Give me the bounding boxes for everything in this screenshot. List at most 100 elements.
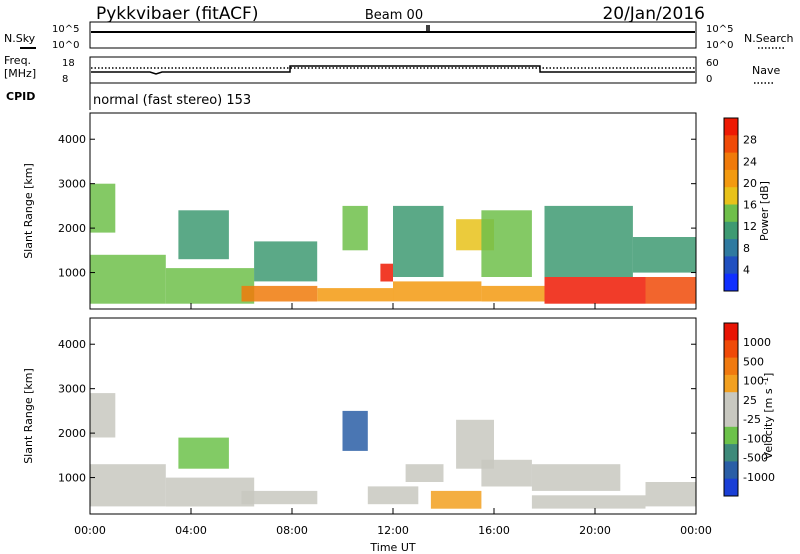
velocity-colorbar-tick: 25 — [743, 394, 757, 407]
velocity-panel: 1000 2000 3000 4000 Slant Range [km] 1000 50… — [22, 303, 775, 554]
power-colorbar-tick: 28 — [743, 134, 757, 147]
velocity-cell — [165, 477, 255, 507]
velocity-colorbar-tick: 500 — [743, 355, 764, 368]
power-ytick-label: 2000 — [58, 222, 86, 235]
velocity-cbar-label-tail: ] — [762, 373, 775, 377]
power-cell — [317, 288, 394, 302]
velocity-cbar-label: Velocity [m s -1] — [761, 373, 775, 460]
time-xlabel: Time UT — [369, 541, 415, 554]
freq-nave-panel: Freq. [MHz] 18 8 Nave 60 0 CPID normal (… — [4, 54, 780, 110]
power-colorbar-swatch — [724, 256, 738, 275]
velocity-cell — [531, 495, 646, 509]
velocity-ytick-label: 2000 — [58, 427, 86, 440]
velocity-colorbar-swatch — [724, 392, 738, 410]
nsky-tick-high: 10^5 — [52, 24, 79, 35]
velocity-cell — [481, 459, 532, 487]
velocity-colorbar-tick: -1000 — [743, 471, 775, 484]
velocity-colorbar-swatch — [724, 374, 738, 393]
velocity-ylabel: Slant Range [km] — [22, 368, 35, 464]
velocity-colorbar-swatch — [724, 409, 738, 428]
power-colorbar-swatch — [724, 273, 738, 292]
velocity-cell — [367, 486, 419, 505]
velocity-colorbar-swatch — [724, 426, 738, 445]
velocity-colorbar-tick: -100 — [743, 432, 768, 445]
velocity-ytick-label: 4000 — [58, 338, 86, 351]
time-xtick-label: 04:00 — [175, 524, 207, 537]
power-colorbar-tick: 4 — [743, 263, 750, 276]
velocity-colorbar-tick: 100 — [743, 375, 764, 388]
time-xtick-label: 08:00 — [276, 524, 308, 537]
power-cell — [178, 210, 229, 260]
power-y-axis: 1000 2000 3000 4000 — [58, 133, 696, 280]
velocity-cbar-label-text: Velocity [m s — [762, 388, 775, 459]
nave-tick-high: 60 — [706, 58, 719, 69]
power-colorbar-swatch — [724, 118, 738, 136]
power-cell — [90, 254, 166, 304]
beam-label: Beam 00 — [365, 8, 423, 23]
date-label: 20/Jan/2016 — [602, 4, 705, 24]
power-colorbar-swatch — [724, 135, 738, 154]
freq-trace — [91, 65, 695, 75]
velocity-cell — [90, 393, 116, 438]
power-cell — [90, 183, 116, 233]
time-x-axis: 00:00 04:00 08:00 12:00 16:00 20:00 00:00 — [74, 303, 712, 537]
power-colorbar-tick: 12 — [743, 220, 757, 233]
power-cell — [393, 281, 482, 302]
velocity-cell — [241, 490, 318, 505]
cpid-value: normal (fast stereo) 153 — [93, 93, 251, 108]
time-xtick-label: 16:00 — [478, 524, 510, 537]
power-colorbar-tick: 16 — [743, 199, 757, 212]
velocity-colorbar-tick: -500 — [743, 452, 768, 465]
velocity-colorbar-tick: -25 — [743, 413, 761, 426]
nsearch-tick-high: 10^5 — [706, 24, 733, 35]
time-xtick-label: 12:00 — [377, 524, 409, 537]
power-panel: 1000 2000 3000 4000 Slant Range [km] 28 24 20… — [22, 112, 771, 310]
velocity-colorbar-swatch — [724, 478, 738, 497]
power-cell — [254, 241, 318, 282]
power-colorbar-swatch — [724, 239, 738, 257]
power-cell — [544, 277, 646, 304]
power-colorbar-frame — [723, 117, 739, 292]
power-ylabel: Slant Range [km] — [22, 163, 35, 259]
nsearch-tick-low: 10^0 — [706, 40, 733, 51]
power-cell — [645, 277, 696, 304]
velocity-colorbar-swatch — [724, 461, 738, 480]
nsearch-label: N.Search — [744, 32, 794, 45]
velocity-heatmap — [90, 393, 696, 509]
power-colorbar-swatch — [724, 187, 738, 205]
velocity-colorbar-swatch — [724, 357, 738, 376]
power-colorbar-tick: 24 — [743, 155, 757, 168]
freq-unit: [MHz] — [4, 67, 36, 80]
freq-tick-low: 8 — [62, 74, 68, 85]
velocity-colorbar-swatch — [724, 340, 738, 359]
velocity-cbar-label-exponent: -1 — [761, 377, 770, 385]
power-cell — [380, 263, 393, 282]
power-colorbar-tick: 20 — [743, 177, 757, 190]
velocity-colorbar: 1000 500 100 25 -25 -100 -500 -1000 — [723, 322, 775, 497]
power-heatmap — [90, 183, 696, 304]
velocity-cell — [645, 482, 696, 507]
nave-tick-low: 0 — [706, 74, 712, 85]
velocity-colorbar-swatch — [724, 444, 738, 462]
nsky-label: N.Sky — [4, 32, 36, 45]
power-cell — [544, 205, 633, 277]
velocity-colorbar-frame — [723, 322, 739, 497]
power-cell — [481, 210, 532, 277]
velocity-cell — [531, 464, 621, 491]
power-colorbar-swatch — [724, 204, 738, 223]
power-cell — [241, 285, 318, 302]
power-colorbar-swatch — [724, 152, 738, 171]
freq-label: Freq. — [4, 54, 31, 67]
velocity-cell — [90, 464, 166, 507]
time-xtick-label: 00:00 — [74, 524, 106, 537]
cpid-label: CPID — [6, 90, 35, 103]
power-ytick-label: 1000 — [58, 267, 86, 280]
time-xtick-label: 20:00 — [579, 524, 611, 537]
freq-tick-high: 18 — [62, 58, 75, 69]
velocity-y-axis: 1000 2000 3000 4000 — [58, 338, 696, 485]
velocity-cell — [342, 410, 368, 451]
nave-label: Nave — [752, 64, 780, 77]
power-ytick-label: 4000 — [58, 133, 86, 146]
velocity-colorbar-tick: 1000 — [743, 336, 771, 349]
